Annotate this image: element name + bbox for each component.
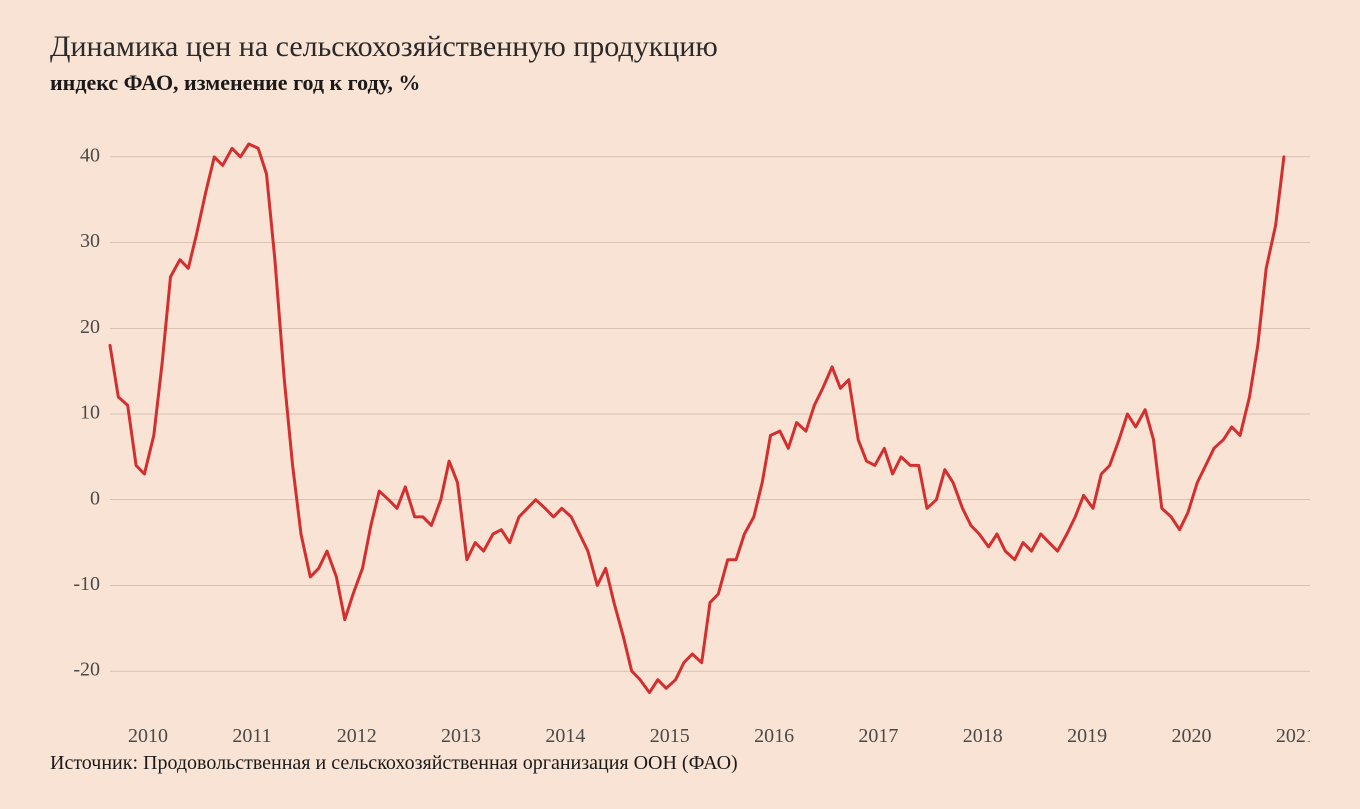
- ytick-label: 10: [80, 402, 100, 424]
- chart-svg: -20 -10 0 10 20 30 40 2010 2011 2012 2013 2014 2015 2…: [50, 104, 1310, 744]
- xtick-label: 2011: [232, 725, 271, 744]
- chart-container: Динамика цен на сельскохозяйственную про…: [0, 0, 1360, 809]
- xtick-label: 2012: [337, 725, 377, 744]
- chart-source: Источник: Продовольственная и сельскохоз…: [50, 752, 1310, 775]
- ytick-label: 30: [80, 230, 100, 252]
- chart-title: Динамика цен на сельскохозяйственную про…: [50, 30, 1310, 64]
- chart-subtitle: индекс ФАО, изменение год к году, %: [50, 70, 1310, 96]
- xtick-label: 2014: [545, 725, 585, 744]
- xtick-label: 2018: [963, 725, 1003, 744]
- ytick-label: 20: [80, 316, 100, 338]
- xtick-label: 2021: [1276, 725, 1310, 744]
- data-line: [110, 144, 1284, 693]
- ytick-label: -10: [73, 573, 100, 595]
- xtick-label: 2017: [858, 725, 898, 744]
- xtick-label: 2013: [441, 725, 481, 744]
- xtick-label: 2019: [1067, 725, 1107, 744]
- chart-plot-area: -20 -10 0 10 20 30 40 2010 2011 2012 2013 2014 2015 2…: [50, 104, 1310, 744]
- ytick-label: 0: [90, 487, 100, 509]
- xtick-label: 2020: [1171, 725, 1211, 744]
- xtick-label: 2015: [650, 725, 690, 744]
- ytick-label: 40: [80, 144, 100, 166]
- xtick-label: 2010: [128, 725, 168, 744]
- xtick-label: 2016: [754, 725, 794, 744]
- ytick-label: -20: [73, 659, 100, 681]
